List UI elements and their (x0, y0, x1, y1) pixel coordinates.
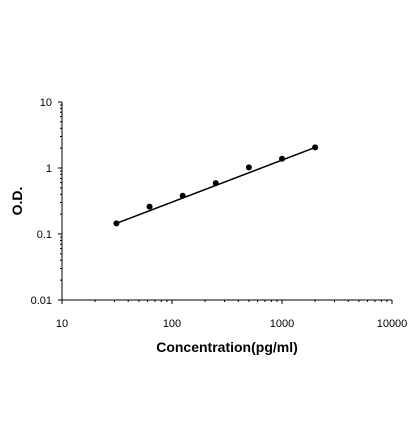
x-tick-label: 10 (56, 318, 68, 330)
x-tick-label: 1000 (270, 318, 294, 330)
x-axis-title: Concentration(pg/ml) (156, 339, 298, 355)
axes (61, 102, 392, 301)
y-tick-label: 0.01 (31, 295, 52, 307)
data-point (279, 155, 285, 162)
y-tick-label: 0.1 (37, 229, 52, 241)
y-tick-label: 1 (46, 163, 52, 175)
x-tick-label: 100 (163, 318, 181, 330)
data-point (245, 164, 252, 171)
data-point (113, 220, 120, 227)
data-points (113, 144, 319, 227)
data-point (146, 203, 153, 210)
tick-labels: 0.01 0.1 1 10 10 100 1000 10000 (31, 97, 408, 330)
data-point (312, 144, 319, 151)
x-tick-label: 10000 (377, 318, 408, 330)
data-point (179, 192, 186, 199)
y-axis-title: O.D. (9, 187, 25, 216)
ticks (58, 101, 393, 304)
y-tick-label: 10 (40, 97, 52, 109)
data-point (212, 180, 219, 187)
